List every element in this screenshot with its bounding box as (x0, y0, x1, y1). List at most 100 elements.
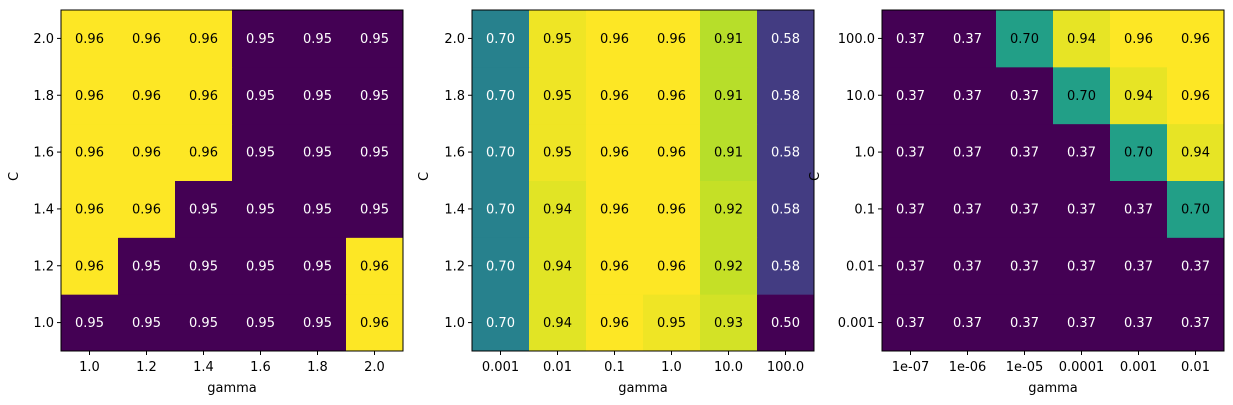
y-tick-label: 1.4 (444, 202, 465, 217)
heatmap-cell (175, 294, 233, 352)
cell-value-label: 0.96 (600, 146, 629, 161)
heatmap-cell (232, 10, 290, 68)
heatmap-cell (1110, 294, 1168, 352)
heatmap-cell (472, 294, 530, 352)
cell-value-label: 0.37 (896, 316, 925, 331)
cell-value-label: 0.37 (1010, 259, 1039, 274)
cell-value-label: 0.95 (303, 32, 332, 47)
cell-value-label: 0.96 (600, 316, 629, 331)
y-tick-label: 0.1 (854, 202, 875, 217)
heatmap-cell (643, 294, 701, 352)
heatmap-cell (1110, 66, 1168, 125)
heatmap-cell (1167, 180, 1225, 238)
x-tick-label: 0.001 (1120, 360, 1157, 375)
x-axis-label: gamma (618, 381, 668, 396)
heatmap-cell (346, 180, 404, 238)
heatmap-cell (118, 123, 176, 181)
cell-value-label: 0.95 (246, 146, 275, 161)
heatmap-cell (1053, 237, 1111, 295)
heatmap-cell (175, 237, 233, 295)
heatmap-cell (289, 123, 347, 181)
cell-value-label: 0.37 (1010, 89, 1039, 104)
heatmap-cell (643, 10, 701, 68)
cell-value-label: 0.95 (132, 316, 161, 331)
cell-value-label: 0.95 (246, 89, 275, 104)
cell-value-label: 0.91 (714, 89, 743, 104)
cell-value-label: 0.96 (189, 32, 218, 47)
heatmap-cell (1053, 66, 1111, 125)
heatmap-cell (757, 123, 815, 181)
heatmap-cell (939, 66, 997, 125)
x-tick-label: 1e-07 (892, 360, 930, 375)
cell-value-label: 0.94 (543, 259, 572, 274)
heatmap-cell (700, 10, 758, 68)
heatmap-cell (1167, 10, 1225, 68)
heatmap-cell (996, 10, 1054, 68)
x-axis-label: gamma (1028, 381, 1078, 396)
heatmap-cell (996, 123, 1054, 181)
heatmap-cell (529, 237, 587, 295)
heatmap-cell (232, 66, 290, 125)
cell-value-label: 0.37 (1010, 202, 1039, 217)
heatmap-cell (118, 294, 176, 352)
cell-value-label: 0.37 (953, 259, 982, 274)
cell-value-label: 0.95 (189, 316, 218, 331)
cell-value-label: 0.50 (771, 316, 800, 331)
cell-value-label: 0.95 (543, 146, 572, 161)
heatmap-cell (232, 123, 290, 181)
x-tick-label: 0.1 (604, 360, 625, 375)
x-tick-label: 1.6 (250, 360, 271, 375)
cell-value-label: 0.37 (1067, 259, 1096, 274)
heatmap-cell (700, 237, 758, 295)
heatmap-cell (289, 237, 347, 295)
cell-value-label: 0.95 (189, 202, 218, 217)
heatmap-cell (232, 180, 290, 238)
cell-value-label: 0.58 (771, 259, 800, 274)
cell-value-label: 0.58 (771, 32, 800, 47)
cell-value-label: 0.96 (657, 146, 686, 161)
heatmap-cell (586, 66, 644, 125)
cell-value-label: 0.95 (360, 89, 389, 104)
heatmap-cell (996, 180, 1054, 238)
cell-value-label: 0.37 (896, 259, 925, 274)
heatmap-cell (289, 294, 347, 352)
cell-value-label: 0.96 (75, 146, 104, 161)
heatmap-cell (472, 10, 530, 68)
heatmap-cell (61, 66, 119, 125)
y-tick-label: 0.001 (838, 316, 875, 331)
cell-value-label: 0.96 (75, 202, 104, 217)
y-tick-label: 10.0 (846, 89, 875, 104)
cell-value-label: 0.37 (953, 32, 982, 47)
heatmap-cell (175, 180, 233, 238)
y-tick-label: 1.8 (33, 89, 54, 104)
heatmap-cell (882, 294, 940, 352)
y-tick-label: 0.01 (846, 259, 875, 274)
cell-value-label: 0.37 (1124, 202, 1153, 217)
cell-value-label: 0.95 (360, 146, 389, 161)
cell-value-label: 0.95 (246, 316, 275, 331)
x-tick-label: 0.001 (482, 360, 519, 375)
y-tick-label: 1.4 (33, 202, 54, 217)
heatmap-cell (996, 237, 1054, 295)
cell-value-label: 0.70 (486, 316, 515, 331)
plot-frame (881, 9, 1225, 352)
heatmap-cell (346, 237, 404, 295)
y-tick-label: 2.0 (33, 32, 54, 47)
heatmap-cell (472, 66, 530, 125)
cell-value-label: 0.70 (486, 146, 515, 161)
heatmap-cell (472, 123, 530, 181)
cell-value-label: 0.95 (303, 259, 332, 274)
heatmap-panel-1: 0.95 0.95 0.95 0.95 0.95 0.96 0.96 0.95 0.95 0.95… (7, 9, 404, 396)
cell-value-label: 0.95 (657, 316, 686, 331)
cell-value-label: 0.94 (1181, 146, 1210, 161)
heatmap-cell (529, 10, 587, 68)
heatmap-cell (643, 123, 701, 181)
y-tick-label: 1.6 (444, 146, 465, 161)
cell-value-label: 0.37 (896, 89, 925, 104)
y-axis-label: C (417, 172, 432, 181)
cell-value-label: 0.96 (600, 202, 629, 217)
heatmap-cell (1053, 10, 1111, 68)
plot-frame (471, 9, 815, 352)
y-axis-label: C (7, 172, 22, 181)
